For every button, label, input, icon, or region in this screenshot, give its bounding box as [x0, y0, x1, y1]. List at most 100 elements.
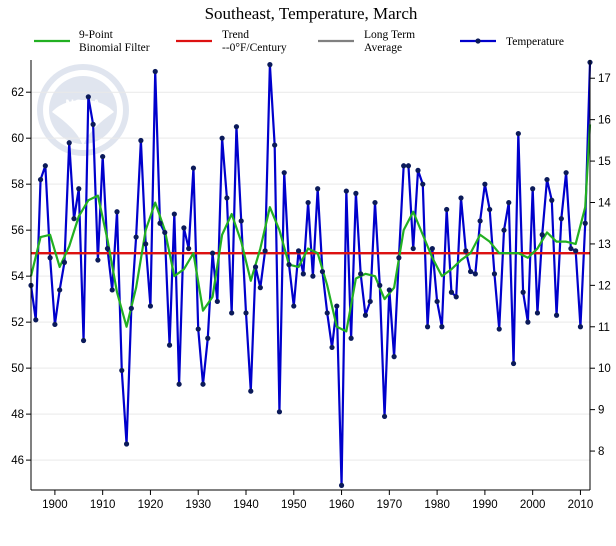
x-tick-label-9: 1990	[472, 499, 498, 511]
temperature-point	[76, 186, 82, 192]
temperature-point	[123, 441, 130, 447]
legend-item-average: Long Term Average	[318, 29, 415, 54]
legend-label-temperature: Temperature	[506, 36, 564, 48]
axes: 46 48 50 52 54 56 58 60 62 8 9 10 11 12 13 14 15 16 17 1900…	[11, 60, 611, 511]
y-tick-label-right-9: 17	[598, 73, 611, 85]
temperature-point	[549, 197, 555, 203]
temperature-point	[410, 245, 416, 252]
temperature-point	[272, 142, 278, 148]
temperature-point	[267, 62, 273, 68]
legend-label-filter-line1: 9-Point	[79, 29, 114, 41]
temperature-point	[424, 324, 431, 330]
temperature-point	[205, 335, 211, 341]
temperature-point	[90, 121, 96, 127]
temperature-point	[501, 227, 507, 233]
temperature-point	[396, 255, 402, 261]
temperature-point	[496, 326, 502, 332]
temperature-point	[219, 135, 225, 141]
y-tick-label-left-6: 58	[11, 179, 24, 191]
temperature-point	[95, 257, 101, 263]
temperature-point	[338, 482, 345, 488]
temperature-point	[324, 310, 330, 316]
y-tick-label-left-7: 60	[11, 133, 24, 145]
temperature-point	[209, 250, 216, 256]
temperature-point	[310, 273, 316, 279]
x-tick-label-5: 1950	[281, 499, 307, 511]
temperature-point	[319, 268, 326, 275]
temperature-point	[33, 317, 39, 323]
temperature-point	[510, 360, 517, 367]
temperature-point	[329, 344, 335, 351]
temperature-point	[238, 218, 244, 224]
legend-label-average-line2: Average	[364, 42, 402, 54]
temperature-point	[119, 367, 125, 374]
temperature-point	[176, 381, 182, 387]
x-tick-label-1: 1910	[90, 499, 116, 511]
temperature-point	[463, 248, 469, 254]
temperature-markers	[28, 59, 593, 488]
temperature-point	[386, 287, 392, 293]
y-tick-label-right-1: 9	[598, 405, 604, 417]
y-tick-label-right-5: 13	[598, 239, 611, 251]
temperature-point	[152, 68, 158, 75]
temperature-point	[85, 94, 91, 100]
legend-label-filter-line2: Binomial Filter	[79, 42, 150, 54]
x-tick-label-6: 1960	[329, 499, 355, 511]
temperature-point	[186, 245, 192, 252]
temperature-point	[190, 165, 197, 171]
temperature-point	[104, 245, 111, 252]
x-tick-label-2: 1920	[138, 499, 164, 511]
temperature-point	[448, 289, 455, 295]
temperature-point	[415, 167, 421, 173]
legend-item-filter: 9-Point Binomial Filter	[34, 29, 150, 54]
temperature-point	[343, 188, 349, 194]
legend-label-trend-line1: Trend	[222, 29, 249, 41]
temperature-point	[582, 220, 588, 226]
temperature-point	[248, 388, 254, 394]
temperature-point	[539, 232, 545, 238]
x-tick-label-7: 1970	[377, 499, 403, 511]
temperature-point	[157, 220, 163, 226]
temperature-point	[57, 287, 63, 293]
temperature-point	[214, 298, 220, 305]
temperature-point	[262, 248, 268, 254]
y-tick-label-left-2: 50	[11, 363, 24, 375]
y-tick-label-right-6: 14	[598, 198, 611, 210]
temperature-point	[515, 130, 521, 137]
temperature-point	[377, 282, 383, 288]
filter-line	[29, 124, 592, 333]
temperature-point	[405, 163, 412, 169]
temperature-point	[224, 195, 230, 201]
temperature-point	[573, 248, 579, 254]
y-tick-label-right-3: 11	[598, 322, 610, 334]
temperature-point	[138, 137, 144, 144]
temperature-point	[482, 181, 488, 187]
temperature-point	[37, 176, 44, 183]
temperature-point	[401, 163, 407, 169]
temperature-point	[439, 324, 445, 330]
temperature-point	[563, 170, 569, 176]
temperature-point	[295, 248, 302, 254]
temperature-point	[281, 170, 287, 176]
x-tick-label-3: 1930	[185, 499, 211, 511]
temperature-point	[233, 124, 240, 130]
y-tick-label-left-8: 62	[11, 87, 24, 99]
y-tick-label-left-3: 52	[11, 317, 24, 329]
x-tick-label-11: 2010	[568, 499, 594, 511]
temperature-point	[544, 176, 550, 183]
legend-marker-temperature	[475, 38, 481, 44]
y-tick-label-left-0: 46	[11, 455, 24, 467]
temperature-point	[100, 153, 106, 160]
legend-item-temperature: Temperature	[460, 36, 564, 48]
legend-item-trend: Trend --0°F/Century	[176, 29, 287, 54]
temperature-point	[257, 285, 263, 291]
temperature-point	[66, 140, 72, 146]
temperature-point	[534, 310, 541, 316]
legend: 9-Point Binomial Filter Trend --0°F/Cent…	[34, 29, 564, 54]
y-tick-label-left-5: 56	[11, 225, 24, 237]
temperature-point	[147, 303, 154, 309]
temperature-point	[362, 312, 369, 318]
temperature-point	[276, 409, 283, 415]
y-tick-label-right-4: 12	[598, 280, 611, 292]
